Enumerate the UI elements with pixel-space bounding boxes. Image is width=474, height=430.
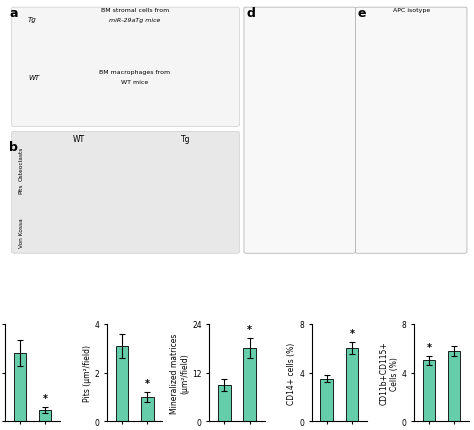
Y-axis label: Mineralized matrices
(μm²/field): Mineralized matrices (μm²/field): [170, 333, 189, 413]
Bar: [14, 353, 26, 421]
Text: Pits: Pits: [18, 183, 24, 193]
Bar: [448, 351, 460, 421]
Bar: [218, 385, 231, 421]
Text: APC isotype: APC isotype: [392, 8, 430, 13]
Bar: [320, 379, 333, 421]
Text: Tg: Tg: [181, 135, 191, 144]
Bar: [243, 348, 256, 421]
Y-axis label: CD14+ cells (%): CD14+ cells (%): [287, 342, 296, 404]
Text: BM stromal cells from: BM stromal cells from: [100, 8, 169, 13]
Bar: [39, 410, 51, 421]
FancyBboxPatch shape: [244, 8, 356, 254]
Text: d: d: [246, 7, 255, 20]
Text: miR-29aTg mice: miR-29aTg mice: [109, 18, 161, 23]
Y-axis label: Pits (μm²/field): Pits (μm²/field): [83, 344, 92, 401]
Text: *: *: [43, 393, 47, 403]
Text: b: b: [9, 141, 18, 154]
Text: a: a: [9, 7, 18, 20]
Bar: [116, 346, 128, 421]
FancyBboxPatch shape: [12, 8, 239, 127]
Y-axis label: CD11b+CD115+
Cells (%): CD11b+CD115+ Cells (%): [379, 341, 399, 405]
Text: WT mice: WT mice: [121, 80, 148, 85]
Text: e: e: [358, 7, 366, 20]
Bar: [423, 360, 435, 421]
Text: BM macrophages from: BM macrophages from: [99, 70, 170, 75]
Text: *: *: [247, 324, 252, 335]
Text: Osteoclasts: Osteoclasts: [18, 146, 24, 180]
Text: *: *: [349, 329, 355, 338]
Bar: [141, 397, 154, 421]
Text: WT: WT: [28, 75, 39, 81]
FancyBboxPatch shape: [356, 8, 467, 254]
Text: WT: WT: [73, 135, 85, 144]
Text: *: *: [145, 378, 150, 388]
FancyBboxPatch shape: [12, 132, 239, 254]
Text: Von Kossa: Von Kossa: [18, 218, 24, 248]
Text: Tg: Tg: [28, 17, 36, 23]
Bar: [346, 348, 358, 421]
Text: *: *: [427, 342, 431, 352]
